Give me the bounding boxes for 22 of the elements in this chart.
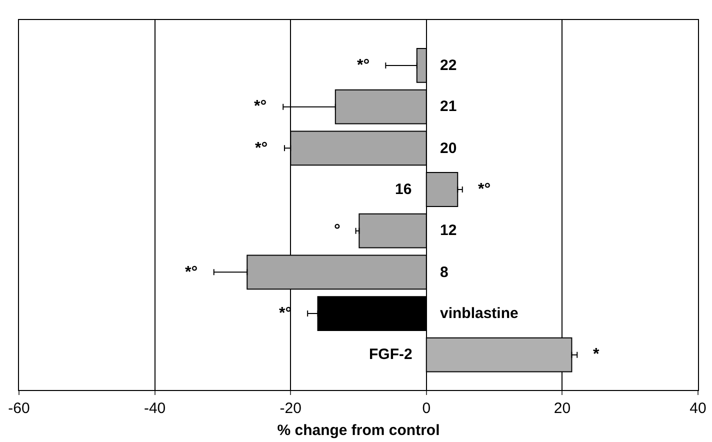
annotation: *° [185,264,198,281]
annotation: *° [357,57,370,74]
y-tick-label: 21 [440,98,457,115]
y-tick-label: 22 [440,57,457,74]
x-axis-title: % change from control [277,422,440,439]
y-tick-label: vinblastine [440,305,518,322]
y-tick-label: FGF-2 [369,346,412,363]
annotation: *° [478,181,491,198]
y-tick-label: 8 [440,264,448,281]
annotation: *° [255,140,268,157]
annotation: * [593,346,600,363]
x-tick-label: -60 [8,400,30,417]
y-tick-label: 20 [440,140,457,157]
x-tick-label: -40 [144,400,166,417]
annotation: ° [334,222,340,239]
x-tick-label: 0 [422,400,431,417]
y-tick-label: 16 [395,181,412,198]
x-tick-label: -20 [280,400,302,417]
y-tick-label: 12 [440,222,457,239]
x-tick-label: 40 [690,400,706,417]
x-tick-label: 20 [554,400,571,417]
annotation: *° [254,98,267,115]
